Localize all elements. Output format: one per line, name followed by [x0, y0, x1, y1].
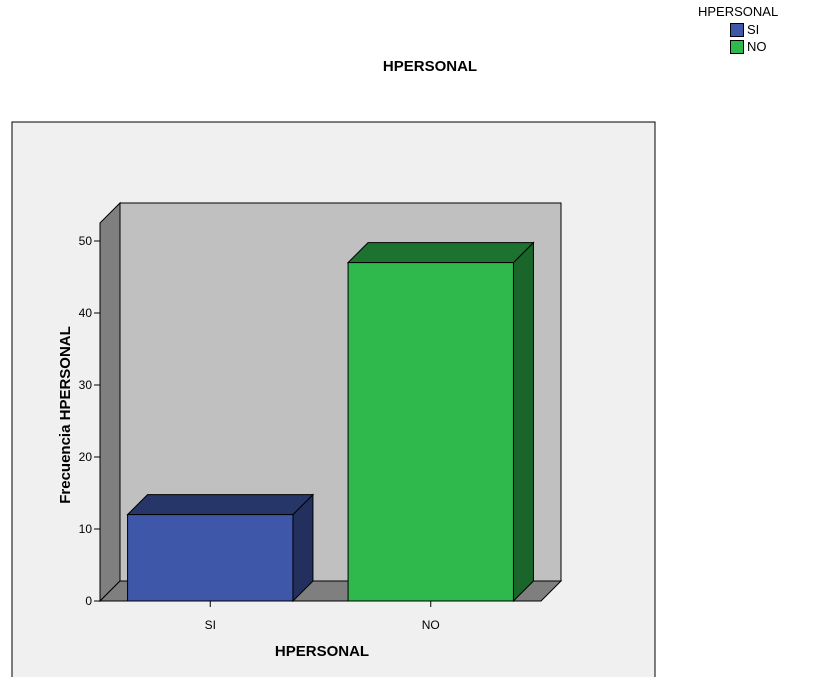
x-axis-title: HPERSONAL: [275, 643, 369, 660]
y-axis-title: Frecuencia HPERSONAL: [57, 326, 74, 504]
y-tick-label: 10: [79, 522, 93, 536]
legend-title: HPERSONAL: [698, 4, 779, 19]
bar-top-face: [346, 242, 535, 264]
bar-si: [126, 493, 315, 603]
y-tick-label: 50: [79, 234, 93, 248]
legend-label-si: SI: [747, 22, 760, 37]
bar-front-face: [347, 262, 514, 602]
bar-no: [346, 241, 535, 603]
bar-top-face: [126, 494, 315, 516]
bar-side-face: [512, 241, 534, 603]
legend-swatch-si: [730, 22, 744, 37]
legend-swatch-no: [730, 39, 744, 54]
legend-item-no: NO: [730, 38, 778, 55]
y-tick-label: 20: [79, 450, 93, 464]
x-tick-label: NO: [422, 618, 440, 632]
bar-front-face: [127, 514, 294, 602]
chart-title: HPERSONAL: [382, 58, 478, 75]
x-tick-label: SI: [205, 618, 216, 632]
legend: HPERSONAL SI NO: [694, 4, 778, 55]
legend-item-si: SI: [730, 21, 778, 38]
plot-side-wall: [99, 201, 121, 603]
legend-label-no: NO: [747, 39, 767, 54]
y-tick-label: 40: [79, 306, 93, 320]
y-tick-label: 0: [85, 594, 92, 608]
y-tick-label: 30: [79, 378, 93, 392]
